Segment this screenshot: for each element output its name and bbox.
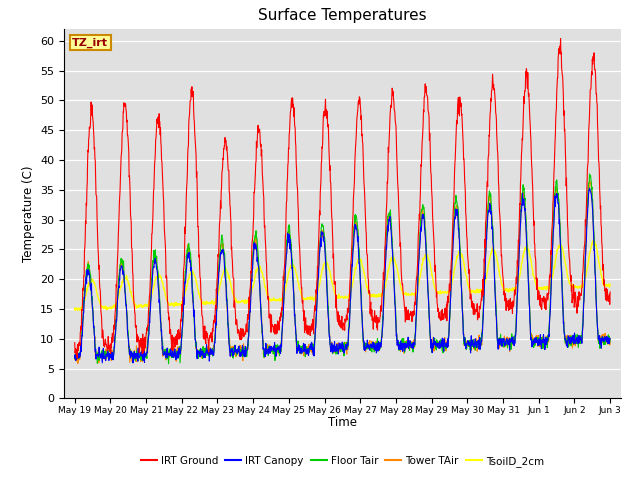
Text: TZ_irt: TZ_irt	[72, 37, 108, 48]
Legend: IRT Ground, IRT Canopy, Floor Tair, Tower TAir, TsoilD_2cm: IRT Ground, IRT Canopy, Floor Tair, Towe…	[137, 452, 548, 471]
Title: Surface Temperatures: Surface Temperatures	[258, 9, 427, 24]
Y-axis label: Temperature (C): Temperature (C)	[22, 165, 35, 262]
X-axis label: Time: Time	[328, 417, 357, 430]
